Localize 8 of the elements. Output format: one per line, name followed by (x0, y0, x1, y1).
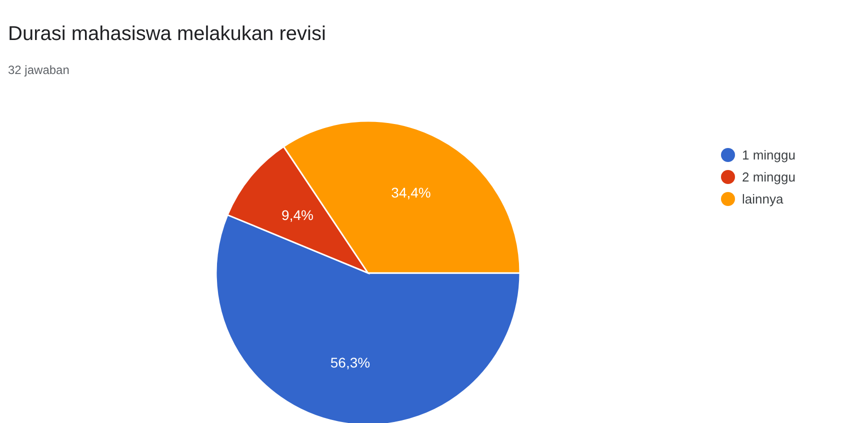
legend-label: 2 minggu (742, 170, 796, 185)
data-label: 56,3% (330, 354, 370, 370)
data-label: 9,4% (282, 207, 314, 224)
text: 32 jawaban (8, 63, 70, 77)
chart-title: Durasi mahasiswa melakukan revisi (8, 23, 326, 45)
data-label: 34,4% (391, 184, 431, 200)
legend-label: lainnya (742, 192, 784, 207)
legend-label: 1 minggu (742, 148, 796, 163)
